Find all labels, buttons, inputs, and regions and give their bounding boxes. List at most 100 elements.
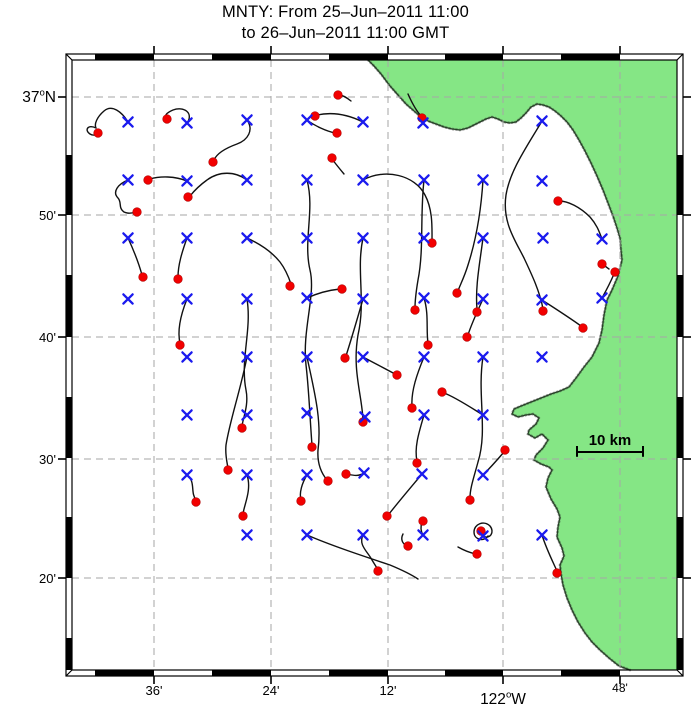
start-marker-x [418,409,430,421]
drifter-trajectory [443,392,484,416]
start-marker-x [357,232,369,244]
end-marker-dot [341,469,351,479]
drifter-trajectory [457,179,484,292]
scale-bar: 10 km [576,432,644,457]
frame-segment [445,670,503,676]
end-marker-dot [93,128,103,138]
end-marker-dot [423,340,433,350]
frame-segment [66,517,72,578]
end-marker-dot [472,549,482,559]
end-marker-dot [610,267,620,277]
end-marker-dot [553,196,563,206]
start-marker-x [181,351,193,363]
end-marker-dot [307,442,317,452]
drifter-trajectory [388,473,423,515]
end-marker-dot [462,332,472,342]
frame-corner [676,53,684,61]
start-marker-x [418,351,430,363]
frame-segment [95,54,154,60]
start-marker-x [181,469,193,481]
start-marker-x [181,117,193,129]
drifter-trajectory [189,172,248,197]
end-marker-dot [337,284,347,294]
drifter-trajectory [213,119,251,161]
frame-segment [66,155,72,215]
x-axis-label: 24' [263,683,280,698]
outer-frame [65,53,684,677]
drifter-trajectory [355,237,364,421]
end-markers [93,90,620,578]
end-marker-dot [327,153,337,163]
start-marker-x [122,232,134,244]
start-marker-x [181,409,193,421]
end-marker-dot [472,307,482,317]
drifter-trajectory [475,237,484,310]
start-marker-x [301,469,313,481]
start-marker-x [122,174,134,186]
end-marker-dot [191,497,201,507]
start-marker-x [477,293,489,305]
drifter-trajectory [467,298,484,336]
start-marker-x [241,469,253,481]
title-line-2: to 26–Jun–2011 11:00 GMT [241,24,450,42]
frame-segment [445,54,503,60]
start-marker-x [477,232,489,244]
frame-segment [212,54,271,60]
end-marker-dot [208,157,218,167]
start-marker-x [241,351,253,363]
frame-segment [677,638,683,670]
frame-segment [212,670,271,676]
start-marker-x [418,174,430,186]
end-marker-dot [382,511,392,521]
start-marker-x [358,467,370,479]
drifter-trajectory [469,356,484,499]
start-marker-x [181,175,193,187]
map-frame [58,46,691,684]
start-marker-x [301,407,313,419]
end-marker-dot [412,458,422,468]
start-marker-x [477,351,489,363]
start-marker-x [122,293,134,305]
start-marker-x [357,293,369,305]
y-axis-label: 37oN [22,87,56,106]
end-marker-dot [392,370,402,380]
drifter-trajectory [504,120,544,310]
start-marker-x [301,232,313,244]
end-marker-dot [175,340,185,350]
end-marker-dot [407,403,417,413]
start-marker-x [122,116,134,128]
drifter-trajectory [306,119,336,134]
y-axis-label: 20' [39,571,56,586]
drifter-trajectory [411,356,425,407]
y-axis-label: 50' [39,208,56,223]
drifter-trajectory [541,534,558,572]
drifter-trajectory [149,176,188,182]
drifter-trajectory [306,534,419,580]
frame-segment [677,275,683,337]
end-marker-dot [132,207,142,217]
frame-segment [561,54,620,60]
drifter-trajectory [225,356,248,469]
start-marker-x [477,174,489,186]
frame-segment [677,155,683,215]
start-marker-x [181,293,193,305]
frame-segment [95,670,154,676]
y-axis-label: 30' [39,452,56,467]
start-marker-x [181,232,193,244]
start-marker-x [596,233,608,245]
end-marker-dot [237,423,247,433]
start-marker-x [241,114,253,126]
land [366,58,677,672]
frame-segment [66,275,72,337]
start-marker-x [241,409,253,421]
frame-corner [65,53,73,61]
start-marker-x [357,529,369,541]
start-marker-x [241,232,253,244]
x-axis-label: 12' [380,683,397,698]
end-marker-dot [403,541,413,551]
start-marker-x [536,115,548,127]
frame-segment [329,670,388,676]
scale-bar-label: 10 km [589,432,632,449]
frame-segment [329,54,388,60]
